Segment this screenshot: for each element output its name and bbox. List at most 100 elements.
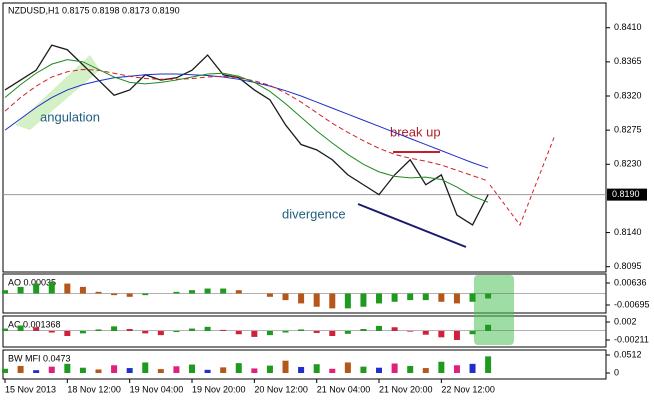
histogram-bar [142, 330, 149, 334]
price-box [607, 188, 647, 201]
pane-title: BW MFI 0.0473 [8, 353, 71, 363]
histogram-bar [407, 293, 414, 301]
histogram-bar [469, 293, 476, 302]
histogram-bar [438, 361, 445, 373]
histogram-bar [173, 330, 180, 333]
histogram-bar [17, 325, 24, 331]
ac-pane [2, 315, 607, 348]
histogram-bar [235, 363, 242, 373]
histogram-bar [111, 365, 118, 373]
histogram-bar [438, 293, 445, 302]
histogram-bar [33, 327, 40, 331]
y-tick-label: 0.8230 [614, 159, 642, 169]
histogram-bar [407, 330, 414, 332]
x-tick-label: 15 Nov 2013 [5, 384, 56, 394]
histogram-bar [95, 369, 102, 373]
histogram-bar [142, 362, 149, 373]
y-tick-label: 0.002 [614, 316, 637, 326]
histogram-bar [48, 330, 55, 333]
histogram-bar [485, 356, 492, 373]
histogram-bar [111, 293, 118, 296]
histogram-bar [282, 330, 289, 333]
histogram-bar [64, 283, 71, 294]
histogram-bar [111, 326, 118, 331]
histogram-bar [79, 330, 86, 334]
price-label: 0.8190 [612, 189, 640, 199]
histogram-bar [173, 291, 180, 294]
histogram-bar [220, 329, 227, 331]
histogram-bar [189, 364, 196, 373]
pane-title: AC 0.001368 [8, 319, 61, 329]
histogram-bar [251, 368, 258, 373]
histogram-bar [344, 362, 351, 373]
series-line [4, 68, 489, 182]
y-tick-label: 0.0512 [614, 349, 642, 359]
y-tick-label: 0.8410 [614, 22, 642, 32]
histogram-bar [266, 293, 273, 297]
histogram-bar [376, 367, 383, 373]
histogram-bar [298, 367, 305, 373]
histogram-bar [391, 293, 398, 302]
histogram-bar [313, 364, 320, 373]
annotation: angulation [40, 109, 100, 124]
y-tick-label: 0.8320 [614, 90, 642, 100]
y-tick-label: 0.8275 [614, 125, 642, 135]
histogram-bar [48, 281, 55, 294]
y-tick-label: 0.8095 [614, 261, 642, 271]
histogram-bar [485, 293, 492, 299]
y-tick-label: 0 [614, 367, 619, 377]
histogram-bar [422, 368, 429, 373]
histogram-bar [235, 330, 242, 335]
histogram-bar [157, 369, 164, 373]
histogram-bar [485, 324, 492, 331]
histogram-bar [422, 330, 429, 335]
series-line [4, 44, 489, 226]
annotation: divergence [282, 206, 346, 221]
histogram-bar [469, 363, 476, 373]
histogram-bar [329, 293, 336, 309]
histogram-bar [453, 365, 460, 373]
series-line [4, 59, 489, 203]
histogram-bar [453, 330, 460, 340]
histogram-bar [344, 330, 351, 334]
histogram-bar [189, 328, 196, 331]
histogram-bar [126, 368, 133, 373]
histogram-bar [79, 367, 86, 373]
y-tick-label: 0.8140 [614, 227, 642, 237]
y-tick-label: 0.00636 [614, 277, 647, 287]
histogram-bar [313, 330, 320, 333]
histogram-bar [173, 366, 180, 373]
histogram-bar [360, 366, 367, 373]
y-tick-label: -0.00695 [614, 299, 650, 309]
y-tick-label: -0.00211 [614, 334, 649, 344]
x-tick-label: 19 Nov 20:00 [192, 384, 246, 394]
x-tick-label: 20 Nov 12:00 [254, 384, 308, 394]
histogram-bar [391, 363, 398, 373]
histogram-bar [48, 366, 55, 373]
histogram-bar [220, 367, 227, 373]
mfi-pane [2, 349, 607, 380]
histogram-bar [313, 293, 320, 307]
histogram-bar [422, 293, 429, 301]
histogram-bar [298, 329, 305, 331]
histogram-bar [407, 365, 414, 373]
histogram-bar [360, 293, 367, 307]
histogram-bar [298, 293, 305, 304]
histogram-bar [282, 293, 289, 301]
histogram-bar [282, 360, 289, 373]
histogram-bar [64, 363, 71, 373]
histogram-bar [360, 329, 367, 331]
angulation-zone [15, 55, 100, 130]
forecast-path [489, 134, 556, 227]
histogram-bar [329, 330, 336, 337]
annotation: break up [390, 124, 441, 139]
highlight [474, 275, 514, 345]
histogram-bar [453, 293, 460, 304]
histogram-bar [251, 330, 258, 337]
histogram-bar [157, 330, 164, 336]
histogram-bar [126, 329, 133, 331]
pane-title: AO 0.00035 [8, 277, 56, 287]
histogram-bar [33, 283, 40, 294]
